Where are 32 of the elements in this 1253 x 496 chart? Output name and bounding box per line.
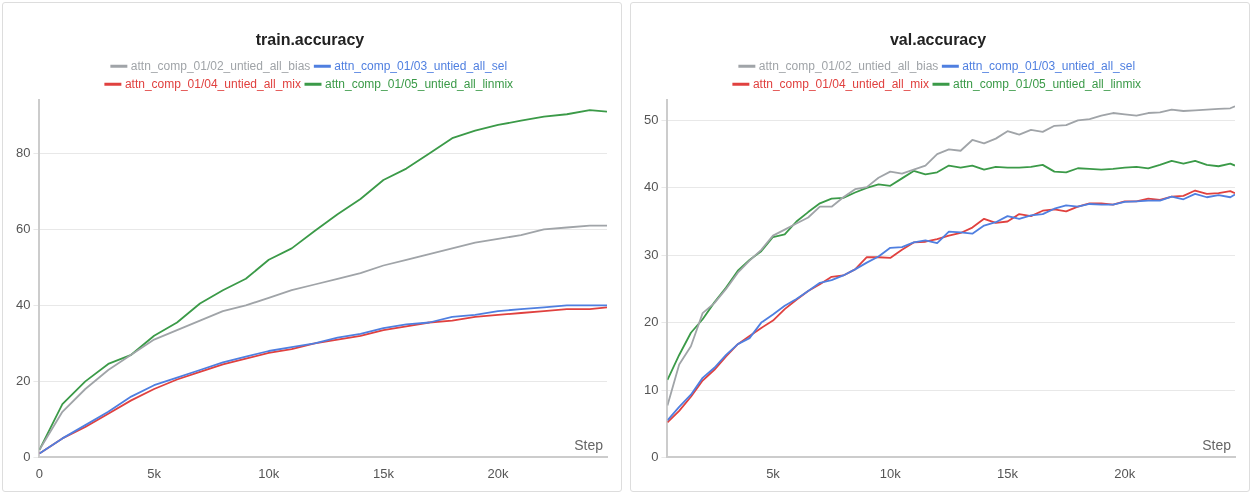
y-tick-label: 10 — [643, 381, 659, 397]
chart-title: train.accuracy — [255, 31, 365, 49]
legend-label: attn_comp_01/03_untied_all_sel — [334, 58, 508, 73]
x-tick-label: 15k — [997, 465, 1019, 481]
x-axis-title: Step — [1202, 437, 1232, 454]
y-tick-label: 0 — [23, 448, 31, 464]
legend-label: attn_comp_01/04_untied_all_mix — [752, 76, 929, 91]
x-tick-label: 0 — [35, 465, 44, 481]
y-tick-label: 80 — [15, 144, 31, 160]
y-tick-label: 20 — [643, 314, 659, 330]
x-tick-label: 15k — [372, 465, 395, 481]
y-tick-label: 30 — [643, 246, 659, 262]
y-tick-label: 50 — [643, 112, 659, 127]
x-tick-label: 20k — [487, 465, 510, 481]
y-tick-label: 40 — [643, 179, 659, 195]
chart-title: val.accuracy — [889, 31, 987, 49]
y-tick-label: 40 — [15, 296, 31, 312]
x-tick-label: 10k — [879, 465, 902, 481]
x-tick-label: 5k — [766, 465, 781, 481]
legend-label: attn_comp_01/03_untied_all_sel — [962, 58, 1136, 73]
legend-label: attn_comp_01/05_untied_all_linmix — [953, 76, 1142, 91]
x-tick-label: 5k — [147, 465, 162, 481]
y-tick-label: 20 — [15, 372, 31, 388]
y-tick-label: 0 — [651, 448, 659, 464]
x-tick-label: 20k — [1114, 465, 1136, 481]
x-axis-title: Step — [574, 437, 604, 454]
legend-label: attn_comp_01/04_untied_all_mix — [124, 76, 301, 91]
legend-label: attn_comp_01/02_untied_all_bias — [758, 58, 939, 73]
x-tick-label: 10k — [258, 465, 280, 481]
y-tick-label: 60 — [15, 220, 31, 236]
legend-label: attn_comp_01/05_untied_all_linmix — [325, 76, 514, 91]
legend-label: attn_comp_01/02_untied_all_bias — [130, 58, 311, 73]
